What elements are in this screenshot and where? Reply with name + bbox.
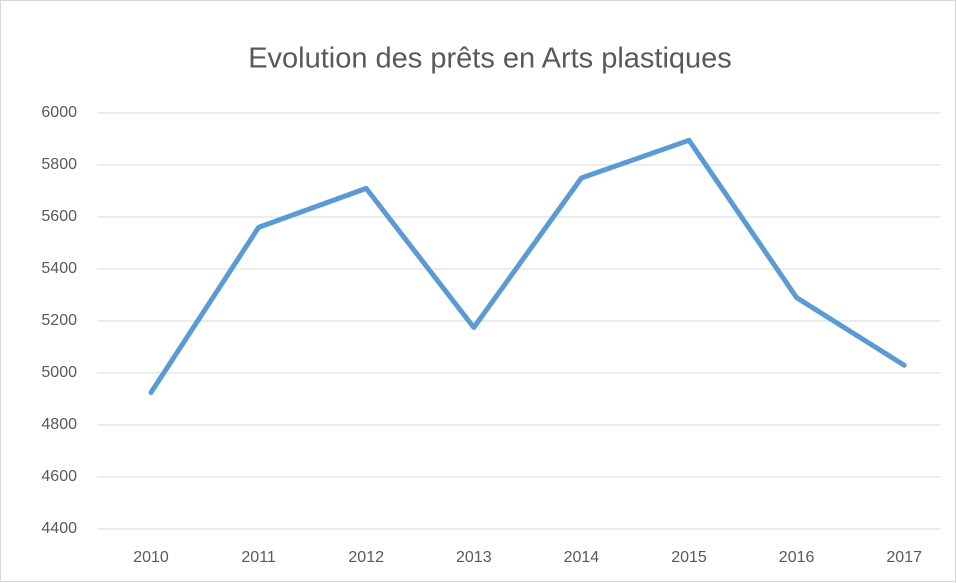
y-tick-label: 4800 (41, 416, 77, 433)
y-tick-label: 5200 (41, 312, 77, 329)
y-tick-label: 5400 (41, 260, 77, 277)
data-line (148, 137, 907, 395)
x-tick-label: 2011 (241, 549, 276, 566)
y-tick-label: 5600 (41, 208, 77, 225)
chart-title: Evolution des prêts en Arts plastiques (248, 43, 732, 75)
y-tick-label: 6000 (41, 104, 77, 121)
y-tick-label: 5800 (41, 156, 77, 173)
x-tick-label: 2015 (671, 549, 707, 566)
y-tick-label: 4600 (41, 468, 77, 485)
x-tick-label: 2010 (133, 549, 169, 566)
y-tick-label: 5000 (41, 364, 77, 381)
x-tick-label: 2016 (779, 549, 815, 566)
x-tick-label: 2017 (886, 549, 922, 566)
x-tick-label: 2014 (564, 549, 600, 566)
y-tick-label: 4400 (41, 520, 77, 537)
x-tick-label: 2013 (456, 549, 492, 566)
x-tick-label: 2012 (348, 549, 384, 566)
